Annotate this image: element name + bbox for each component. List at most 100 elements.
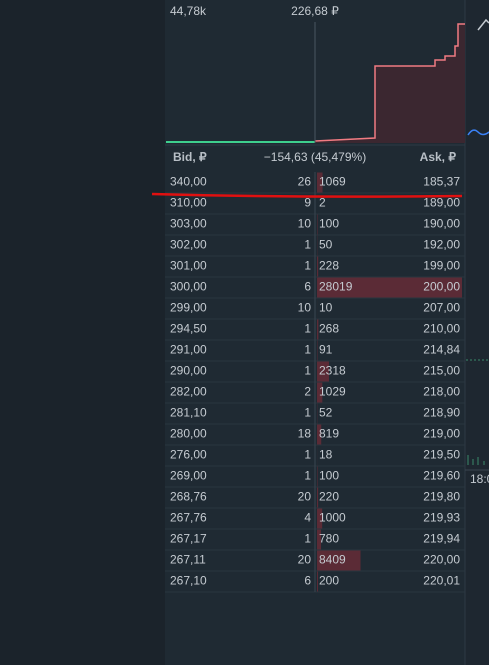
ask-price: 220,01 (423, 574, 460, 588)
ask-price: 214,84 (423, 343, 460, 357)
ask-price: 219,94 (423, 532, 460, 546)
bid-header[interactable]: Bid, ₽ (173, 150, 207, 164)
bid-price: 300,00 (170, 280, 207, 294)
ask-quantity: 1069 (319, 175, 346, 189)
bid-price: 290,00 (170, 364, 207, 378)
ask-volume-bar (317, 466, 318, 487)
bid-quantity: 6 (304, 280, 311, 294)
bid-price: 301,00 (170, 259, 207, 273)
ask-volume-bar (317, 529, 322, 550)
ask-price: 192,00 (423, 238, 460, 252)
ask-quantity: 780 (319, 532, 339, 546)
ask-quantity: 1000 (319, 511, 346, 525)
ask-quantity: 2318 (319, 364, 346, 378)
side-axis-label: 18:0 (470, 472, 489, 486)
bid-quantity: 10 (298, 301, 312, 315)
ask-price: 218,00 (423, 385, 460, 399)
ask-price: 220,00 (423, 553, 460, 567)
ask-price: 199,00 (423, 259, 460, 273)
bid-price: 310,00 (170, 196, 207, 210)
bid-quantity: 9 (304, 196, 311, 210)
bid-quantity: 2 (304, 385, 311, 399)
side-line (467, 129, 489, 136)
ask-price: 215,00 (423, 364, 460, 378)
ask-quantity: 220 (319, 490, 339, 504)
bid-quantity: 1 (304, 469, 311, 483)
bid-quantity: 1 (304, 448, 311, 462)
bid-quantity: 10 (298, 217, 312, 231)
ask-price: 207,00 (423, 301, 460, 315)
ask-volume-bar (317, 172, 323, 193)
bid-price: 281,10 (170, 406, 207, 420)
ask-quantity: 52 (319, 406, 333, 420)
bid-price: 280,00 (170, 427, 207, 441)
ask-volume-bar (317, 319, 319, 340)
bid-quantity: 1 (304, 343, 311, 357)
ask-header[interactable]: Ask, ₽ (420, 150, 457, 164)
bid-price: 302,00 (170, 238, 207, 252)
bid-quantity: 4 (304, 511, 311, 525)
ask-quantity: 50 (319, 238, 333, 252)
ask-volume-bar (317, 361, 329, 382)
bid-price: 303,00 (170, 217, 207, 231)
ask-quantity: 10 (319, 301, 333, 315)
bid-price: 276,00 (170, 448, 207, 462)
bid-quantity: 1 (304, 238, 311, 252)
bid-price: 269,00 (170, 469, 207, 483)
ask-volume-bar (317, 424, 322, 445)
bid-price: 267,76 (170, 511, 207, 525)
bid-quantity: 1 (304, 322, 311, 336)
spread-header: −154,63 (45,479%) (264, 150, 366, 164)
ask-volume-bar (317, 214, 318, 235)
ask-quantity: 228 (319, 259, 339, 273)
ask-quantity: 91 (319, 343, 333, 357)
bid-quantity: 1 (304, 532, 311, 546)
bid-quantity: 26 (298, 175, 312, 189)
ask-volume-bar (317, 256, 319, 277)
mid-price-label: 226,68 ₽ (291, 4, 339, 18)
ask-price: 210,00 (423, 322, 460, 336)
ask-quantity: 2 (319, 196, 326, 210)
ask-depth-line (314, 23, 465, 142)
ask-volume-bar (317, 508, 323, 529)
ask-price: 219,00 (423, 427, 460, 441)
ask-quantity: 8409 (319, 553, 346, 567)
volume-label: 44,78k (170, 4, 207, 18)
bid-price: 282,00 (170, 385, 207, 399)
ask-quantity: 268 (319, 322, 339, 336)
bid-price: 267,10 (170, 574, 207, 588)
side-volume (467, 455, 485, 465)
bid-quantity: 1 (304, 364, 311, 378)
ask-price: 218,90 (423, 406, 460, 420)
ask-volume-bar (317, 571, 319, 592)
ask-price: 190,00 (423, 217, 460, 231)
ask-quantity: 100 (319, 217, 339, 231)
ask-volume-bar (317, 487, 319, 508)
draw-icon (477, 18, 489, 31)
ask-quantity: 18 (319, 448, 333, 462)
ask-price: 219,50 (423, 448, 460, 462)
bid-price: 294,50 (170, 322, 207, 336)
bid-quantity: 1 (304, 406, 311, 420)
ask-price: 189,00 (423, 196, 460, 210)
ask-price: 200,00 (423, 280, 460, 294)
ask-price: 185,37 (423, 175, 460, 189)
bid-price: 268,76 (170, 490, 207, 504)
bid-price: 291,00 (170, 343, 207, 357)
bid-price: 267,11 (170, 553, 206, 567)
bid-price: 299,00 (170, 301, 207, 315)
ask-price: 219,93 (423, 511, 460, 525)
bid-quantity: 6 (304, 574, 311, 588)
bid-quantity: 20 (298, 553, 312, 567)
ask-quantity: 100 (319, 469, 339, 483)
ask-price: 219,80 (423, 490, 460, 504)
ask-volume-bar (317, 550, 361, 571)
bid-price: 340,00 (170, 175, 207, 189)
bid-quantity: 1 (304, 259, 311, 273)
ask-price: 219,60 (423, 469, 460, 483)
bid-quantity: 20 (298, 490, 312, 504)
ask-quantity: 1029 (319, 385, 346, 399)
